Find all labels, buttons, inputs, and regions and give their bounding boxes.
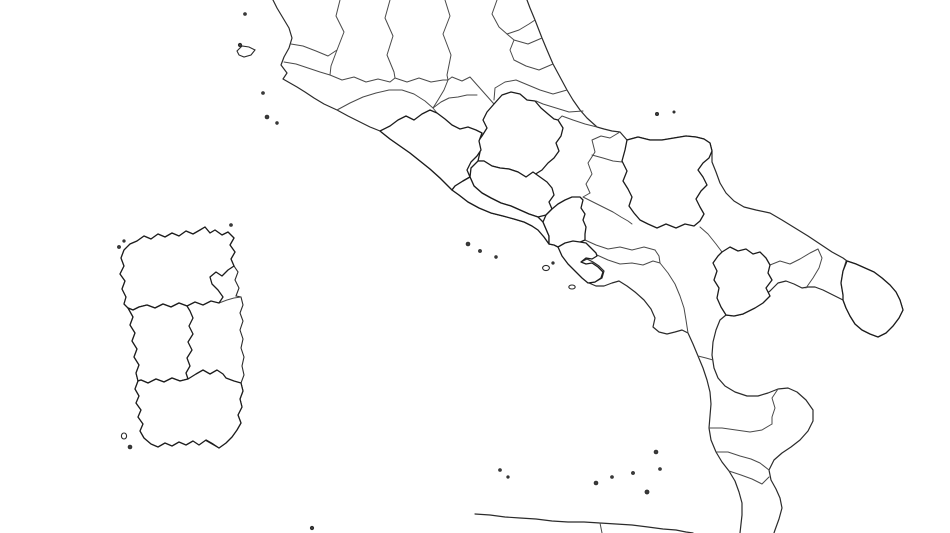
province-border bbox=[596, 254, 661, 266]
province-oristano bbox=[127, 302, 194, 384]
province-border bbox=[557, 115, 598, 128]
lipari-island bbox=[644, 489, 650, 495]
province-cagliari bbox=[134, 369, 244, 449]
province-border bbox=[218, 296, 242, 304]
elba-island bbox=[236, 45, 256, 58]
province-border bbox=[509, 39, 515, 61]
ustica-island bbox=[309, 525, 315, 531]
aeolian-islet bbox=[610, 475, 614, 479]
province-border bbox=[336, 89, 438, 114]
tremiti-island bbox=[654, 112, 659, 117]
giglio-island bbox=[264, 114, 270, 120]
province-foggia bbox=[621, 135, 713, 229]
capri-island bbox=[568, 284, 576, 290]
province-border bbox=[432, 94, 478, 109]
ischia-island bbox=[542, 264, 550, 272]
province-border bbox=[493, 79, 568, 101]
province-border bbox=[506, 33, 543, 45]
santantioco-island bbox=[120, 432, 128, 440]
province-border bbox=[697, 355, 714, 361]
province-border bbox=[290, 43, 338, 57]
giannutri-island bbox=[275, 121, 279, 125]
tremiti-islet bbox=[672, 110, 676, 114]
province-border bbox=[451, 76, 495, 105]
asinara-islet bbox=[122, 239, 126, 243]
province-border bbox=[654, 249, 661, 264]
province-border bbox=[506, 19, 536, 35]
province-border bbox=[329, 0, 345, 76]
province-borders bbox=[283, 0, 847, 485]
maddalena-island bbox=[229, 223, 233, 227]
filicudi-island bbox=[506, 475, 510, 479]
colored-provinces bbox=[379, 91, 904, 338]
province-border bbox=[432, 79, 449, 109]
montecristo-island bbox=[261, 91, 265, 95]
salina-island bbox=[593, 480, 599, 486]
vulcano-island bbox=[658, 467, 662, 471]
province-border bbox=[728, 470, 770, 485]
ventotene-island bbox=[494, 255, 498, 259]
small-islands bbox=[117, 12, 676, 531]
province-napoli bbox=[557, 240, 604, 284]
ponza-islet bbox=[478, 249, 482, 253]
procida-island bbox=[551, 261, 555, 265]
ponza-island bbox=[465, 241, 471, 247]
province-border bbox=[708, 423, 773, 433]
province-border bbox=[805, 248, 823, 289]
province-matera bbox=[712, 246, 773, 317]
province-border bbox=[771, 388, 779, 425]
stromboli-island bbox=[653, 449, 659, 455]
province-border bbox=[442, 0, 452, 81]
province-border bbox=[535, 100, 584, 113]
sicily-coastline bbox=[474, 513, 694, 533]
province-border bbox=[599, 522, 603, 533]
gorgona-island bbox=[243, 12, 247, 16]
province-border bbox=[585, 131, 621, 194]
sanpietro-island bbox=[127, 444, 133, 450]
province-border bbox=[584, 239, 656, 251]
province-border bbox=[384, 0, 396, 79]
province-border bbox=[591, 154, 623, 163]
capraia-island bbox=[237, 42, 243, 48]
province-caserta bbox=[542, 196, 587, 248]
province-border bbox=[659, 262, 689, 334]
province-border bbox=[283, 61, 453, 83]
province-roma bbox=[379, 109, 483, 191]
province-border bbox=[699, 226, 723, 253]
province-border bbox=[715, 451, 770, 471]
province-lecce bbox=[840, 260, 904, 338]
sardinia-provinces bbox=[119, 226, 244, 449]
province-border bbox=[513, 59, 554, 71]
province-border bbox=[491, 0, 508, 35]
province-border bbox=[769, 248, 819, 266]
alicudi-island bbox=[498, 468, 502, 472]
panarea-island bbox=[631, 471, 635, 475]
asinara-island bbox=[117, 245, 121, 249]
province-border bbox=[582, 192, 633, 225]
